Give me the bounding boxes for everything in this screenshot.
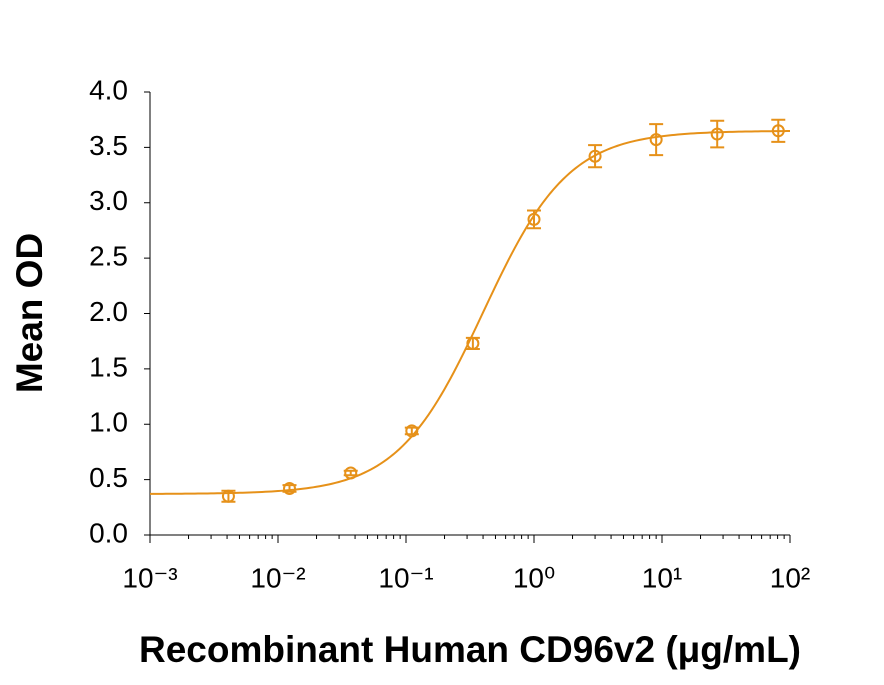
error-bar — [710, 119, 725, 149]
data-point — [283, 481, 297, 495]
y-tick-label: 1.5 — [89, 351, 128, 382]
y-tick-label: 0.0 — [89, 517, 128, 548]
data-point — [588, 149, 602, 163]
data-point — [344, 466, 358, 480]
fit-curve — [149, 130, 791, 495]
x-tick-label: 10⁻³ — [122, 562, 177, 593]
y-tick-label: 4.0 — [89, 74, 128, 105]
y-tick-label: 1.0 — [89, 407, 128, 438]
data-point — [527, 212, 541, 226]
error-bar — [588, 144, 603, 169]
x-tick-label: 10² — [770, 562, 810, 593]
data-point — [771, 124, 785, 138]
y-axis-title: Mean OD — [9, 233, 50, 393]
y-tick-label: 3.0 — [89, 185, 128, 216]
y-tick-label: 3.5 — [89, 130, 128, 161]
x-tick-label: 10¹ — [642, 562, 682, 593]
data-point — [649, 133, 663, 147]
y-tick-label: 2.0 — [89, 296, 128, 327]
x-axis-title: Recombinant Human CD96v2 (μg/mL) — [139, 629, 801, 670]
data-point — [466, 336, 480, 350]
y-tick-label: 2.5 — [89, 241, 128, 272]
data-point — [405, 424, 419, 438]
x-tick-label: 10⁻² — [250, 562, 305, 593]
error-bar — [771, 118, 786, 143]
y-tick-label: 0.5 — [89, 462, 128, 493]
x-tick-label: 10⁻¹ — [378, 562, 433, 593]
x-tick-label: 10⁰ — [513, 562, 555, 593]
data-point — [710, 127, 724, 141]
error-bar — [649, 123, 664, 157]
data-point — [221, 489, 235, 503]
